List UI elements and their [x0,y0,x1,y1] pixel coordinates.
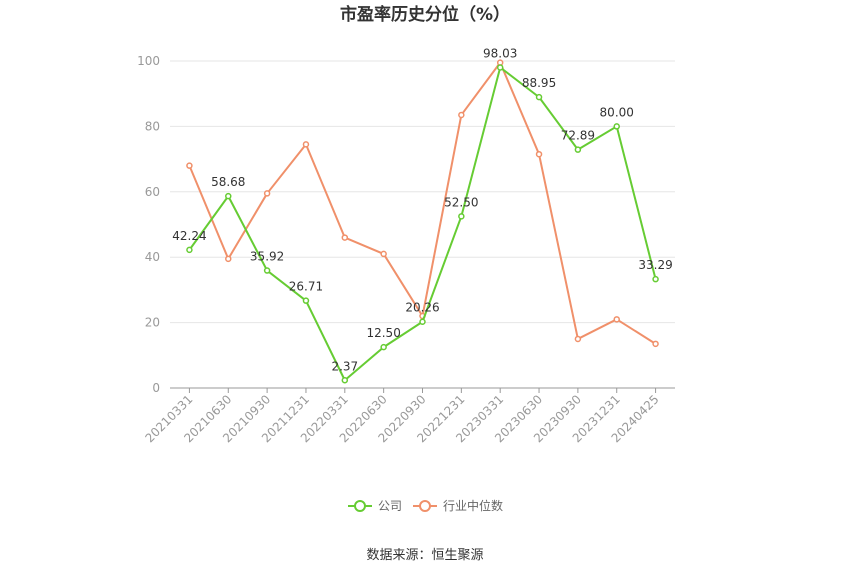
data-point[interactable] [535,150,543,158]
y-tick-label: 0 [152,381,160,395]
series-line [188,66,657,382]
data-point[interactable] [302,297,310,304]
y-tick-label: 100 [137,54,160,68]
data-point[interactable] [263,267,271,274]
data-point[interactable] [496,64,504,71]
data-label: 33.29 [638,258,672,272]
data-label: 52.50 [444,195,478,209]
data-point[interactable] [380,250,387,258]
data-point[interactable] [186,246,193,254]
data-point[interactable] [341,234,349,241]
legend-item-industry-median[interactable]: 行业中位数 [413,498,503,513]
data-point[interactable] [419,318,426,325]
legend-swatch-marker [419,500,431,512]
legend-label: 行业中位数 [443,498,503,513]
data-point[interactable] [574,146,582,153]
data-point[interactable] [341,377,349,384]
grid-lines [170,60,675,324]
x-axis: 2021033120210630202109302021123120220331… [142,387,675,445]
data-point[interactable] [652,275,659,283]
data-point[interactable] [613,316,620,323]
data-labels: 42.24 58.68 35.92 26.71 2.37 12.50 20.26 52.50 9… [172,46,673,373]
data-point[interactable] [302,141,310,148]
data-label: 20.26 [405,301,439,315]
data-label: 98.03 [483,46,517,60]
data-point[interactable] [263,190,271,197]
y-tick-label: 40 [145,250,160,264]
legend-label: 公司 [378,499,402,513]
data-label: 72.89 [561,129,595,143]
data-point[interactable] [225,255,232,263]
data-label: 80.00 [600,105,634,119]
data-label: 12.50 [366,326,400,340]
data-point[interactable] [380,343,387,351]
data-point[interactable] [613,123,620,130]
y-tick-label: 80 [145,119,160,133]
legend-swatch-marker [354,500,366,512]
y-axis: 0 20 40 60 80 100 [137,54,160,395]
legend[interactable]: 公司 行业中位数 [348,498,503,513]
series-layer [186,59,659,384]
data-label: 58.68 [211,175,245,189]
series-company [186,64,659,384]
data-point[interactable] [458,111,465,119]
data-point[interactable] [458,213,465,220]
data-label: 88.95 [522,76,556,90]
data-label: 2.37 [331,359,358,373]
data-label: 42.24 [172,229,206,243]
data-label: 26.71 [289,280,323,294]
data-source: 数据来源：恒生聚源 [366,548,483,563]
data-point[interactable] [535,93,543,101]
data-point[interactable] [574,335,582,343]
series-industry-median [186,59,659,348]
data-point[interactable] [652,340,659,348]
y-tick-label: 60 [145,185,160,199]
chart-title: 市盈率历史分位（%） [340,4,510,25]
legend-item-company[interactable]: 公司 [348,499,402,513]
data-label: 35.92 [250,250,284,264]
y-tick-label: 20 [145,316,160,330]
data-point[interactable] [225,192,232,200]
data-point[interactable] [186,162,193,169]
